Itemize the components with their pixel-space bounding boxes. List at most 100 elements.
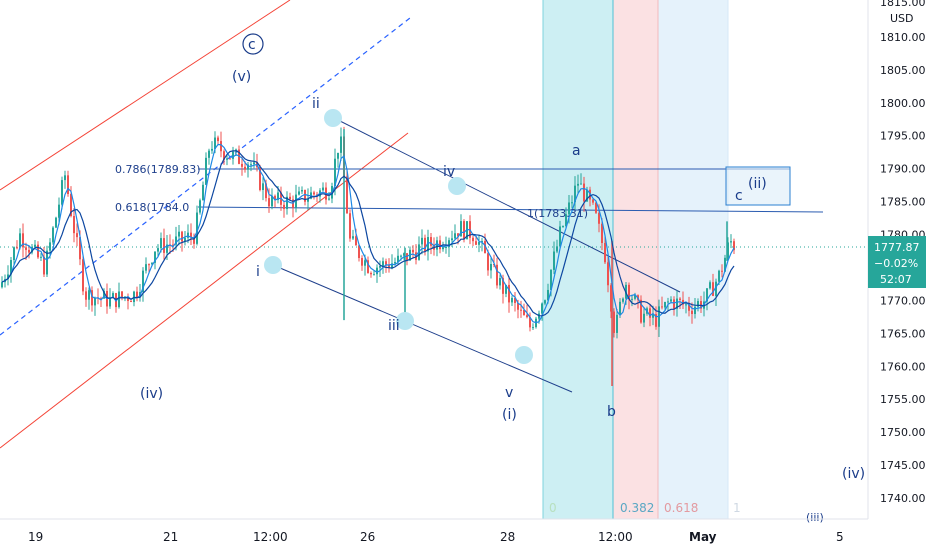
candle-body xyxy=(352,236,354,239)
candle-body xyxy=(253,162,255,165)
candle-body xyxy=(370,272,372,275)
candle-body xyxy=(85,291,87,300)
wave-label: b xyxy=(607,404,616,420)
candle-body xyxy=(88,290,90,300)
candle-body xyxy=(184,237,186,242)
candle-body xyxy=(490,264,492,271)
candle-body xyxy=(592,199,594,203)
candle-body xyxy=(505,284,507,294)
fib-time-label-0.382: 0.382 xyxy=(620,501,654,515)
candle-body xyxy=(439,240,441,250)
candle-body xyxy=(58,204,60,218)
descending-channel-lower[interactable] xyxy=(272,264,573,393)
candle-body xyxy=(346,176,348,214)
target-box[interactable] xyxy=(725,166,791,206)
fib-level-0.618[interactable] xyxy=(197,206,824,213)
candle-body xyxy=(43,256,45,275)
channel-lower-line[interactable] xyxy=(0,132,409,449)
candle-body xyxy=(247,164,249,170)
slow-moving-average xyxy=(1,150,735,317)
candle-body xyxy=(721,270,723,272)
candle-body xyxy=(712,282,714,296)
price-tick-label: 1815.00 xyxy=(880,0,926,9)
candle-body xyxy=(706,288,708,302)
candle-body xyxy=(190,232,192,238)
candle-body xyxy=(559,226,561,247)
candle-body xyxy=(295,194,297,208)
candle-body xyxy=(451,238,453,241)
candle-body xyxy=(67,175,69,195)
candle-body xyxy=(349,213,351,239)
wave-label: (ii) xyxy=(748,176,767,192)
candle-body xyxy=(265,183,267,199)
candle-body xyxy=(61,180,63,205)
candle-body xyxy=(382,261,384,267)
wave-marker-iv xyxy=(448,177,466,195)
candle-body xyxy=(580,183,582,185)
price-tick-label: 1765.00 xyxy=(880,327,926,340)
candle-body xyxy=(499,278,501,286)
candle-body xyxy=(694,306,696,315)
candle-body xyxy=(334,158,336,187)
candle-body xyxy=(202,184,204,201)
price-tick-label: 1750.00 xyxy=(880,426,926,439)
price-tick-label: 1785.00 xyxy=(880,196,926,209)
candle-body xyxy=(487,253,489,271)
candle-body xyxy=(640,299,642,323)
candle-body xyxy=(562,226,564,228)
candle-body xyxy=(52,227,54,243)
candle-body xyxy=(277,192,279,200)
candle-body xyxy=(391,263,393,269)
fib-time-label-1: 1 xyxy=(733,501,741,515)
candle-body xyxy=(232,151,234,159)
currency-badge xyxy=(883,6,917,26)
candle-body xyxy=(532,327,534,329)
fib-zone-0.382 xyxy=(613,0,658,519)
candle-body xyxy=(604,243,606,263)
candle-body xyxy=(355,236,357,246)
candle-body xyxy=(22,233,24,248)
time-tick-label: 28 xyxy=(500,530,515,544)
channel-upper-line[interactable] xyxy=(0,0,291,191)
candle-body xyxy=(340,136,342,153)
candle-body xyxy=(460,221,462,237)
candle-body xyxy=(430,237,432,246)
candle-body xyxy=(133,291,135,303)
candle-body xyxy=(64,175,66,181)
candle-body xyxy=(1,282,3,288)
fib-label-0.786: 0.786(1789.83) xyxy=(115,163,201,176)
candle-body xyxy=(91,290,93,306)
wave-label: iv xyxy=(443,164,455,180)
candle-body xyxy=(148,264,150,266)
candle-body xyxy=(175,236,177,245)
candle-body xyxy=(643,313,645,323)
candle-body xyxy=(475,241,477,245)
candle-body xyxy=(448,240,450,247)
candle-body xyxy=(385,261,387,265)
price-tick-label: 1770.00 xyxy=(880,294,926,307)
wave-marker-iii xyxy=(396,312,414,330)
candle-body xyxy=(628,284,630,300)
wave-label: (i) xyxy=(502,407,517,423)
time-tick-label: 12:00 xyxy=(598,530,633,544)
candle-body xyxy=(508,284,510,303)
candle-body xyxy=(424,237,426,252)
candle-body xyxy=(238,149,240,164)
candle-body xyxy=(19,233,21,248)
candle-body xyxy=(595,202,597,213)
candle-body xyxy=(484,241,486,254)
descending-channel-upper[interactable] xyxy=(337,119,681,293)
candle-body xyxy=(34,244,36,247)
candle-body xyxy=(28,249,30,253)
candle-body xyxy=(337,152,339,159)
candle-body xyxy=(313,192,315,195)
candle-body xyxy=(481,241,483,243)
candle-body xyxy=(373,274,375,276)
candle-body xyxy=(199,200,201,213)
candle-body xyxy=(682,299,684,305)
candle-body xyxy=(142,270,144,292)
candle-body xyxy=(583,183,585,202)
candle-body xyxy=(361,258,363,266)
price-change: −0.02% xyxy=(874,257,918,270)
